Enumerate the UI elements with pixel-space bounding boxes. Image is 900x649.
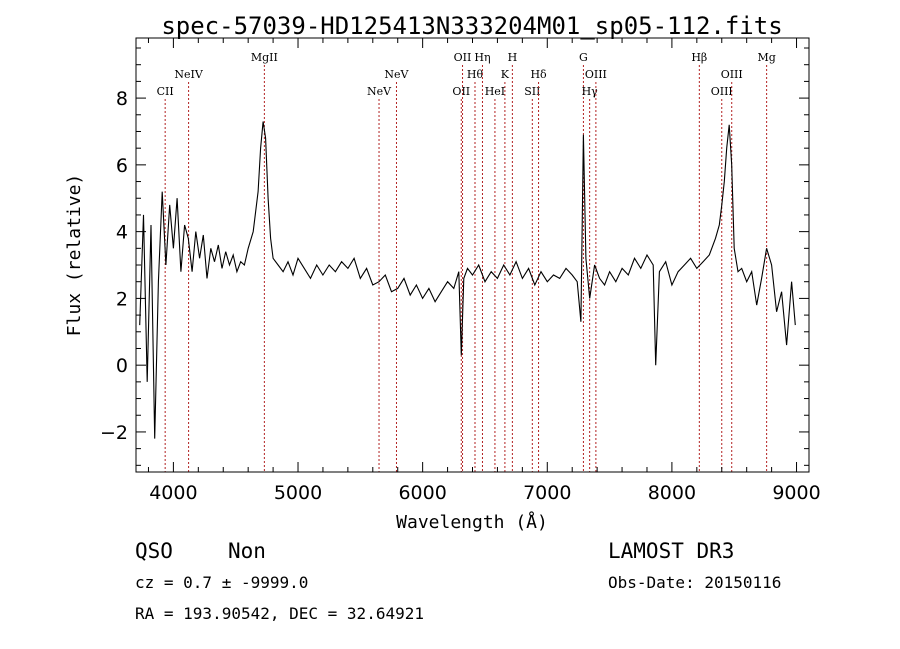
line-label-1: NeIV — [174, 68, 203, 81]
obs-date: Obs-Date: 20150116 — [608, 573, 781, 592]
line-label-4: NeV — [384, 68, 409, 81]
redshift-cz: cz = 0.7 ± -9999.0 — [135, 573, 308, 592]
x-tick-label-0: 4000 — [149, 482, 197, 504]
x-tick-label-1: 5000 — [274, 482, 322, 504]
y-tick-label-1: 0 — [116, 355, 128, 377]
object-subclass: Non — [228, 539, 266, 563]
line-label-19: OIII — [721, 68, 743, 81]
x-tick-label-2: 6000 — [398, 482, 446, 504]
y-tick-label-2: 2 — [116, 288, 128, 310]
line-label-3: NeV — [367, 85, 392, 98]
line-label-16: OIII — [585, 68, 607, 81]
line-label-20: Mg — [757, 51, 775, 64]
spectrum-series — [139, 121, 796, 439]
x-tick-label-3: 7000 — [523, 482, 571, 504]
spectrum-line-0 — [139, 121, 796, 439]
survey-label: LAMOST DR3 — [608, 539, 734, 563]
line-label-2: MgII — [251, 51, 278, 64]
y-axis-label: Flux (relative) — [64, 174, 85, 337]
line-label-8: Hη — [474, 51, 490, 64]
y-tick-label-0: −2 — [100, 422, 128, 444]
coordinates: RA = 193.90542, DEC = 32.64921 — [135, 604, 424, 623]
x-tick-label-5: 9000 — [772, 482, 820, 504]
y-tick-label-3: 4 — [116, 222, 128, 244]
line-label-18: OIII — [711, 85, 733, 98]
line-label-9: HeI — [485, 85, 505, 98]
plot-frame — [135, 37, 810, 473]
object-class: QSO — [135, 539, 173, 563]
y-tick-label-5: 8 — [116, 88, 128, 110]
line-label-15: Hγ — [582, 85, 599, 98]
line-label-14: G — [579, 51, 588, 64]
line-label-13: Hδ — [530, 68, 547, 81]
x-axis: 4000 5000 6000 7000 8000 9000 — [147, 38, 821, 504]
y-tick-label-4: 6 — [116, 155, 128, 177]
line-label-17: Hβ — [691, 51, 707, 64]
y-axis: −2 0 2 4 6 8 — [100, 47, 809, 466]
x-tick-label-4: 8000 — [648, 482, 696, 504]
line-label-11: H — [508, 51, 518, 64]
line-label-6: OII — [454, 51, 472, 64]
chart-title: spec-57039-HD125413N333204M01_sp05-112.f… — [161, 12, 782, 40]
line-label-7: Hθ — [467, 68, 484, 81]
x-axis-label: Wavelength (Å) — [396, 511, 548, 533]
line-label-5: OII — [452, 85, 470, 98]
line-label-0: CII — [157, 85, 174, 98]
line-label-10: K — [501, 68, 510, 81]
line-label-12: SII — [524, 85, 540, 98]
